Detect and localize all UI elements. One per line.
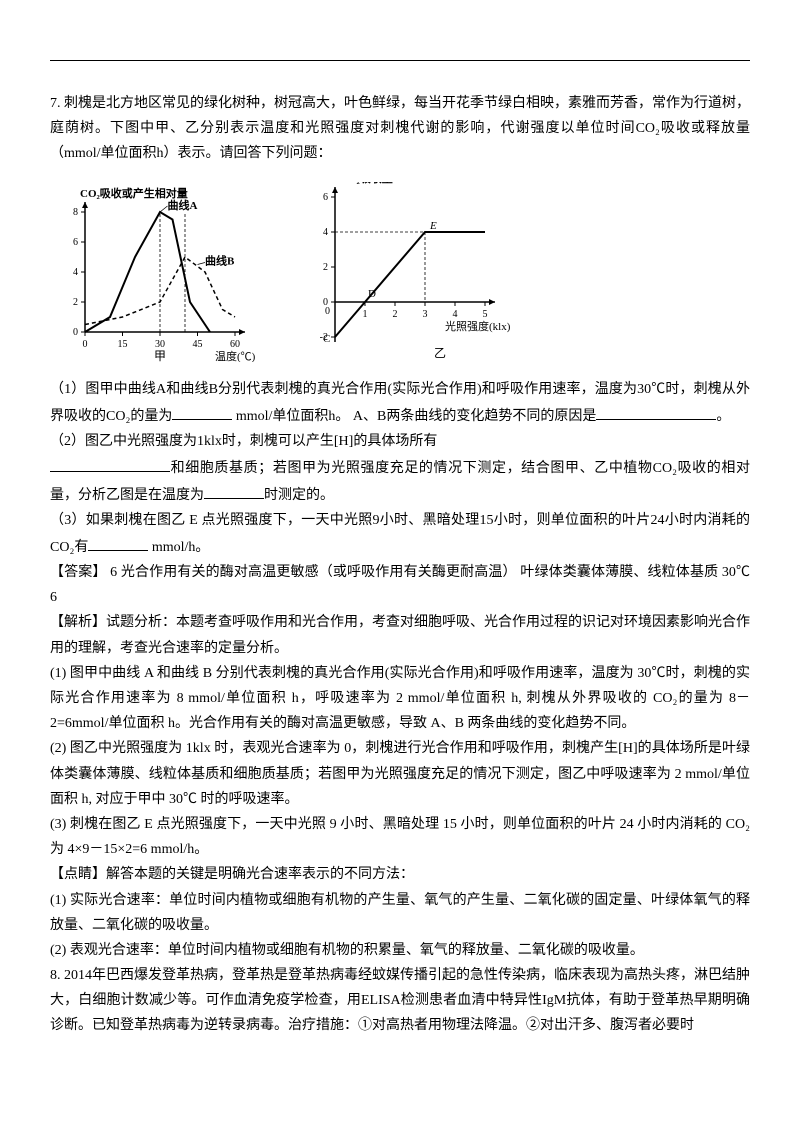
q7-p2: （2）图乙中光照强度为1klx时，刺槐可以产生[H]的具体场所有 和细胞质基质；… [50, 429, 750, 508]
blank-5 [88, 533, 148, 551]
svg-text:5: 5 [483, 309, 488, 320]
svg-text:4: 4 [453, 309, 458, 320]
svg-text:0: 0 [83, 339, 88, 350]
blank-2 [596, 402, 716, 420]
svg-text:E: E [429, 220, 437, 232]
q7-explain-title: 【解析】试题分析：本题考查呼吸作用和光合作用，考查对细胞呼吸、光合作用过程的识记… [50, 610, 750, 660]
q7-p1: （1）图甲中曲线A和曲线B分别代表刺槐的真光合作用(实际光合作用)和呼吸作用速率… [50, 377, 750, 429]
blank-4 [204, 481, 264, 499]
blank-3 [50, 454, 170, 472]
svg-text:45: 45 [193, 339, 203, 350]
q7-tip1: (1) 实际光合速率：单位时间内植物或细胞有机物的产生量、氧气的产生量、二氧化碳… [50, 888, 750, 938]
svg-text:2: 2 [393, 309, 398, 320]
svg-text:0: 0 [325, 306, 330, 317]
svg-text:D: D [368, 288, 376, 300]
q7-tip-title: 【点睛】解答本题的关键是明确光合速率表示的不同方法： [50, 862, 750, 887]
svg-text:甲: 甲 [154, 349, 166, 362]
svg-text:曲线B: 曲线B [205, 253, 235, 267]
q7-intro: 7. 刺槐是北方地区常见的绿化树种，树冠高大，叶色鲜绿，每当开花季节绿白相映，素… [50, 91, 750, 167]
blank-1 [172, 402, 232, 420]
svg-text:曲线A: 曲线A [168, 198, 198, 212]
svg-text:15: 15 [118, 339, 128, 350]
svg-text:4: 4 [323, 227, 328, 238]
svg-text:2: 2 [323, 262, 328, 273]
svg-text:CO₂吸收量: CO₂吸收量 [340, 182, 393, 185]
q7-tip2: (2) 表观光合速率：单位时间内植物或细胞有机物的积累量、氧气的释放量、二氧化碳… [50, 938, 750, 963]
svg-text:60: 60 [230, 339, 240, 350]
svg-text:8: 8 [73, 207, 78, 218]
q7-answer: 【答案】 6 光合作用有关的酶对高温更敏感（或呼吸作用有关酶更耐高温） 叶绿体类… [50, 560, 750, 610]
q7-e3: (3) 刺槐在图乙 E 点光照强度下，一天中光照 9 小时、黑暗处理 15 小时… [50, 812, 750, 862]
svg-text:6: 6 [323, 192, 328, 203]
q7-p1b: mmol/单位面积h。 A、B两条曲线的变化趋势不同的原因是 [232, 409, 596, 424]
svg-text:6: 6 [73, 237, 78, 248]
svg-text:乙: 乙 [434, 346, 446, 360]
q7-p1c: 。 [716, 409, 730, 424]
q8-text: 8. 2014年巴西爆发登革热病，登革热是登革热病毒经蚊媒传播引起的急性传染病，… [50, 963, 750, 1039]
svg-text:C: C [323, 333, 330, 345]
svg-text:1: 1 [363, 309, 368, 320]
q7-e2: (2) 图乙中光照强度为 1klx 时，表观光合速率为 0，刺槐进行光合作用和呼… [50, 736, 750, 812]
svg-text:2: 2 [73, 297, 78, 308]
svg-text:0: 0 [73, 327, 78, 338]
chart-jia-svg: 01530456002468CO₂吸收或产生相对量温度(℃)曲线A曲线B甲 [50, 182, 260, 362]
q7-p3: （3）如果刺槐在图乙 E 点光照强度下，一天中光照9小时、黑暗处理15小时，则单… [50, 508, 750, 560]
svg-text:CO₂吸收或产生相对量: CO₂吸收或产生相对量 [80, 186, 188, 200]
q7-p2c: 时测定的。 [264, 488, 334, 503]
svg-text:光照强度(klx): 光照强度(klx) [445, 319, 510, 333]
charts-container: 01530456002468CO₂吸收或产生相对量温度(℃)曲线A曲线B甲 12… [50, 182, 750, 362]
chart-yi-svg: 12345-20246CO₂吸收量光照强度(klx)CDE乙0 [300, 182, 510, 362]
chart-jia: 01530456002468CO₂吸收或产生相对量温度(℃)曲线A曲线B甲 [50, 182, 260, 362]
page-rule [50, 60, 750, 61]
svg-text:4: 4 [73, 267, 78, 278]
q7-e1: (1) 图甲中曲线 A 和曲线 B 分别代表刺槐的真光合作用(实际光合作用)和呼… [50, 661, 750, 737]
q7-p3b: mmol/h。 [148, 540, 209, 555]
svg-text:温度(℃): 温度(℃) [215, 349, 256, 362]
svg-text:3: 3 [423, 309, 428, 320]
chart-yi: 12345-20246CO₂吸收量光照强度(klx)CDE乙0 [300, 182, 510, 362]
q7-p2a: （2）图乙中光照强度为1klx时，刺槐可以产生[H]的具体场所有 [50, 434, 437, 449]
